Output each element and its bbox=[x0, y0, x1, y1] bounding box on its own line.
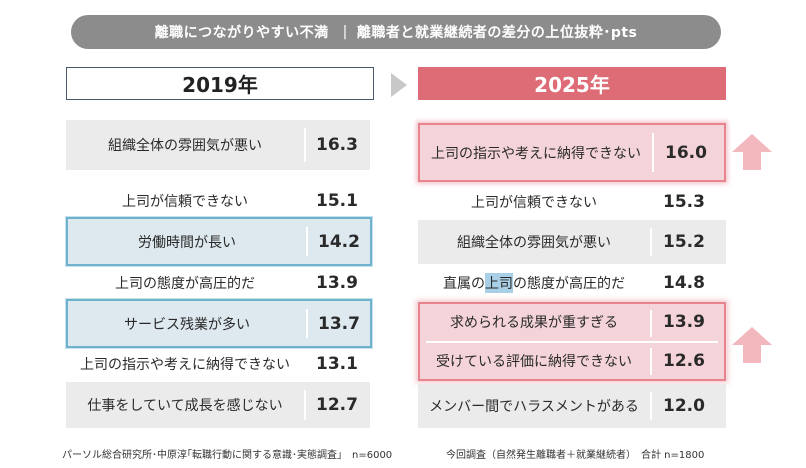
row-value: 12.7 bbox=[316, 395, 358, 415]
row-label: 労働時間が長い bbox=[138, 234, 236, 251]
row-value: 16.3 bbox=[316, 135, 358, 155]
up-arrow-icon bbox=[732, 327, 772, 363]
row-value: 13.7 bbox=[318, 313, 360, 334]
source-note-2019: パーソル総合研究所･中原淳｢転職行動に関する意識･実態調査｣ n=6000 bbox=[62, 450, 393, 461]
row-label: 仕事をしていて成長を感じない bbox=[87, 398, 283, 414]
row-value: 14.8 bbox=[663, 273, 705, 293]
row-label: 求められる成果が重すぎる bbox=[450, 315, 618, 331]
column-divider bbox=[650, 348, 652, 375]
highlighted-text: 上司 bbox=[485, 273, 513, 293]
table-row-2025-2: 上司が信頼できない 15.3 bbox=[418, 180, 726, 224]
row-value: 12.6 bbox=[663, 351, 705, 371]
label-part: 直属の bbox=[443, 276, 485, 292]
row-value: 13.9 bbox=[316, 273, 358, 293]
row-label: 上司の態度が高圧的だ bbox=[115, 276, 255, 292]
table-row-2025-3: 組織全体の雰囲気が悪い 15.2 bbox=[418, 220, 726, 264]
row-label: 上司の指示や考えに納得できない bbox=[431, 145, 641, 162]
year-2019-header: 2019年 bbox=[66, 67, 374, 100]
highlight-group-2025 bbox=[418, 302, 726, 381]
year-2025-header: 2025年 bbox=[418, 67, 726, 100]
column-divider bbox=[650, 310, 652, 337]
up-arrow-icon bbox=[732, 134, 772, 170]
source-note-2025: 今回調査（自然発生離職者＋就業継続者） 合計 n=1800 bbox=[446, 450, 705, 461]
table-row-2025-1: 上司の指示や考えに納得できない 16.0 bbox=[418, 123, 726, 182]
row-label: 直属の 上司 の態度が高圧的だ bbox=[418, 262, 650, 304]
title-banner: 離職につながりやすい不満 | 離職者と就業継続者の差分の上位抜粋･pts bbox=[71, 15, 721, 49]
banner-title: 離職につながりやすい不満 bbox=[154, 25, 329, 41]
row-label: メンバー間でハラスメントがある bbox=[429, 399, 639, 415]
table-row-2025-5: 求められる成果が重すぎる 13.9 bbox=[418, 304, 726, 340]
table-row-2019-3: 労働時間が長い 14.2 bbox=[66, 217, 372, 266]
row-label: 上司が信頼できない bbox=[122, 194, 248, 210]
row-value: 12.0 bbox=[663, 396, 705, 416]
table-row-2025-4: 直属の 上司 の態度が高圧的だ 14.8 bbox=[418, 262, 726, 304]
table-row-2025-6: 受けている評価に納得できない 12.6 bbox=[418, 343, 726, 379]
label-part: の態度が高圧的だ bbox=[513, 276, 625, 292]
row-label: 組織全体の雰囲気が悪い bbox=[108, 138, 262, 154]
table-row-2025-7: メンバー間でハラスメントがある 12.0 bbox=[418, 384, 726, 428]
row-label: 上司が信頼できない bbox=[471, 195, 597, 211]
banner-separator: | bbox=[342, 24, 348, 40]
row-value: 14.2 bbox=[318, 231, 360, 252]
row-value: 16.0 bbox=[665, 142, 707, 163]
table-row-2019-5: サービス残業が多い 13.7 bbox=[66, 299, 372, 348]
row-divider bbox=[426, 341, 718, 343]
row-label: サービス残業が多い bbox=[124, 316, 250, 333]
row-value: 13.1 bbox=[316, 354, 358, 374]
table-row-2019-2: 上司が信頼できない 15.1 bbox=[66, 178, 370, 224]
table-row-2019-7: 仕事をしていて成長を感じない 12.7 bbox=[66, 382, 370, 428]
row-label: 組織全体の雰囲気が悪い bbox=[457, 235, 611, 251]
table-row-2019-6: 上司の指示や考えに納得できない 13.1 bbox=[66, 342, 370, 386]
row-label: 上司の指示や考えに納得できない bbox=[80, 357, 290, 373]
banner-subtitle: 離職者と就業継続者の差分の上位抜粋･pts bbox=[356, 25, 638, 41]
table-row-2019-4: 上司の態度が高圧的だ 13.9 bbox=[66, 261, 370, 305]
row-value: 15.2 bbox=[663, 232, 705, 252]
row-label: 受けている評価に納得できない bbox=[436, 354, 632, 370]
triangle-right-icon bbox=[391, 73, 407, 97]
row-value: 13.9 bbox=[663, 312, 705, 332]
row-value: 15.1 bbox=[316, 191, 358, 211]
table-row-2019-1: 組織全体の雰囲気が悪い 16.3 bbox=[66, 120, 370, 170]
row-value: 15.3 bbox=[663, 192, 705, 212]
